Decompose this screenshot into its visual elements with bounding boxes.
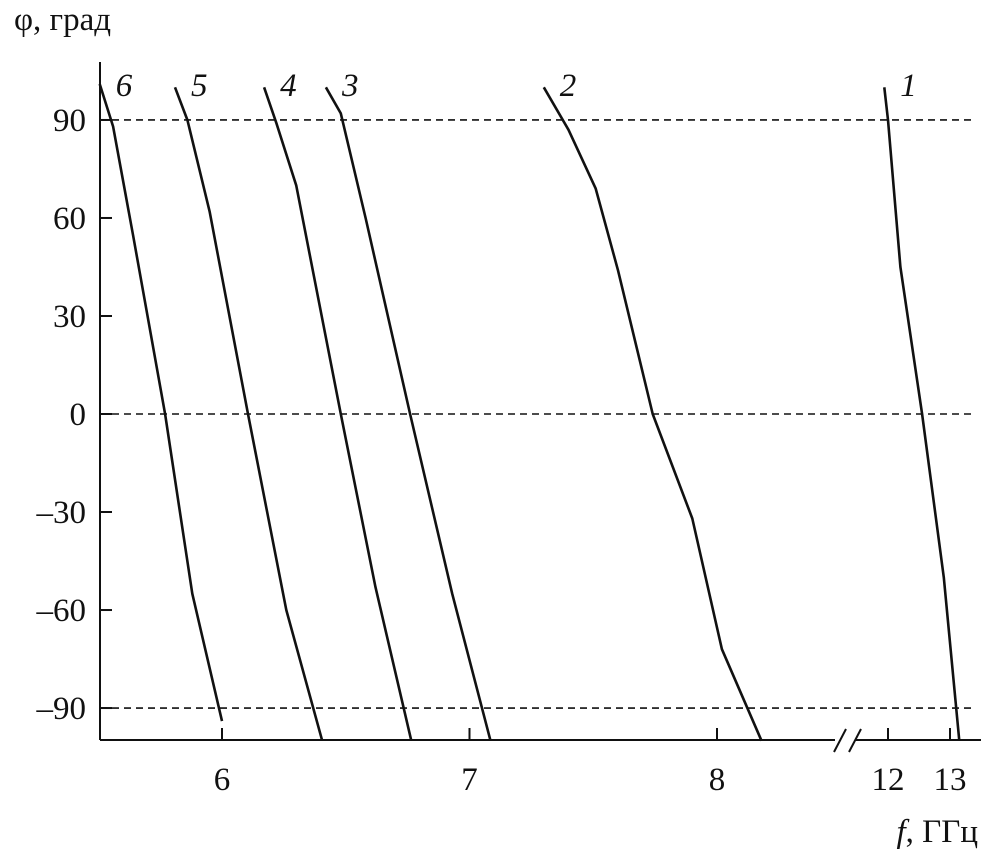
- ticks: 90 60 30 0 –30 –60 –90 6 7 8 12 13: [36, 103, 967, 798]
- x-tick-label: 13: [934, 762, 967, 798]
- y-tick-label: 60: [53, 201, 86, 237]
- curve-4: [262, 86, 413, 741]
- x-tick-label: 8: [709, 762, 726, 798]
- curves: 1 2 3 4 5 6: [98, 68, 961, 742]
- curve-label-2: 2: [560, 68, 577, 104]
- curve-2: [542, 86, 763, 742]
- axis-break-mark: [833, 728, 847, 753]
- curve-1: [883, 87, 961, 741]
- y-tick-label: –90: [36, 691, 87, 727]
- curve-label-5: 5: [191, 68, 208, 104]
- x-axis-unit: , ГГц: [906, 814, 978, 850]
- curve-3: [324, 86, 492, 742]
- x-tick-label: 7: [461, 762, 478, 798]
- x-tick-label: 12: [872, 762, 905, 798]
- curve-label-6: 6: [116, 68, 133, 104]
- y-axis-title: φ, град: [14, 2, 111, 38]
- x-axis-title: f, ГГц: [897, 814, 979, 850]
- curve-6: [98, 83, 224, 722]
- y-tick-label: –30: [36, 495, 87, 531]
- curve-label-4: 4: [280, 68, 297, 104]
- axes: [99, 62, 981, 753]
- x-tick-label: 6: [214, 762, 231, 798]
- y-tick-label: 0: [70, 397, 87, 433]
- curve-5: [173, 86, 324, 742]
- curve-label-3: 3: [341, 68, 359, 104]
- y-tick-label: 90: [53, 103, 86, 139]
- y-tick-label: –60: [36, 593, 87, 629]
- curve-label-1: 1: [900, 68, 917, 104]
- axis-break-mark: [848, 728, 862, 753]
- dashed-reference-lines: [100, 119, 975, 709]
- y-tick-label: 30: [53, 299, 86, 335]
